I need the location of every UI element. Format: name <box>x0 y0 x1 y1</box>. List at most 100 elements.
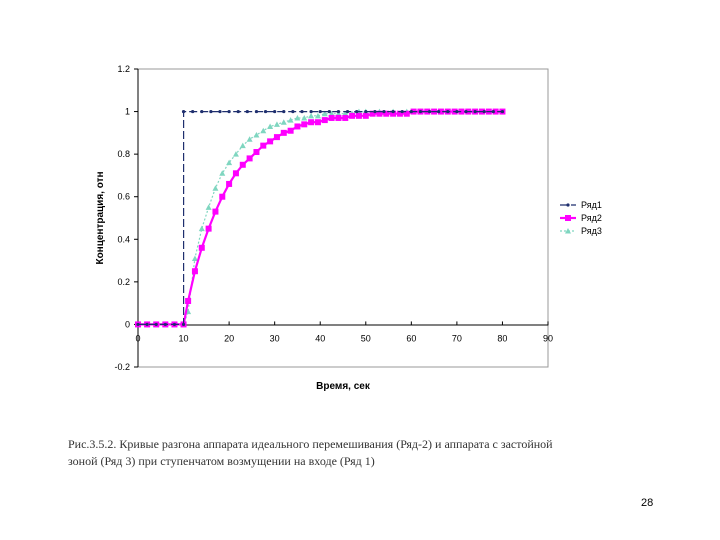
data-point <box>321 110 328 117</box>
figure-caption: Рис.3.5.2. Кривые разгона аппарата идеал… <box>68 436 628 470</box>
data-point <box>212 185 219 191</box>
data-point <box>198 244 205 251</box>
data-point <box>209 109 213 114</box>
data-point <box>491 109 495 114</box>
data-point <box>273 121 280 127</box>
data-point <box>345 109 350 114</box>
data-point <box>473 109 477 114</box>
data-point <box>239 142 246 149</box>
data-point <box>181 109 186 114</box>
data-point <box>136 322 140 327</box>
data-point <box>390 110 397 117</box>
data-point <box>318 109 322 114</box>
data-point <box>185 298 192 305</box>
y-tick-label: 0 <box>125 319 130 329</box>
data-point <box>191 268 198 275</box>
x-axis-title: Время, сек <box>316 381 371 392</box>
series-layer <box>135 108 506 328</box>
data-point <box>458 108 465 115</box>
data-point <box>226 159 233 166</box>
legend: Ряд1 Ряд2 Ряд3 <box>560 200 602 236</box>
x-tick-label: 0 <box>135 333 140 343</box>
data-point <box>400 109 404 114</box>
x-tick-label: 10 <box>179 333 189 343</box>
data-point <box>273 134 280 141</box>
data-point <box>219 193 226 200</box>
data-point <box>427 109 432 114</box>
data-point <box>198 225 205 232</box>
data-point <box>328 110 335 117</box>
data-point <box>565 228 571 234</box>
data-point <box>236 109 240 114</box>
data-point <box>260 127 267 134</box>
y-axis-title: Концентрация, отн <box>95 171 106 264</box>
data-point <box>369 110 376 117</box>
legend-item: Ряд1 <box>560 200 602 210</box>
data-point <box>335 110 342 117</box>
x-tick-label: 50 <box>361 333 371 343</box>
y-tick-label: 0.6 <box>117 192 130 202</box>
x-tick-marks: 0 10 20 30 40 50 60 70 80 90 <box>135 321 553 343</box>
data-point <box>455 109 459 114</box>
data-point <box>362 112 369 119</box>
data-point <box>373 109 377 114</box>
data-point <box>314 112 321 119</box>
data-point <box>232 170 239 177</box>
data-point <box>232 151 239 157</box>
x-tick-label: 80 <box>497 333 507 343</box>
series-1 <box>136 109 505 327</box>
data-point <box>254 109 259 114</box>
data-point <box>565 215 571 221</box>
data-point <box>437 109 441 114</box>
data-point <box>282 109 286 114</box>
data-point <box>342 110 349 117</box>
data-point <box>253 131 260 138</box>
data-point <box>336 109 341 114</box>
x-tick-label: 30 <box>270 333 280 343</box>
data-point <box>355 109 359 114</box>
series-line <box>138 110 503 325</box>
data-point <box>172 322 177 327</box>
x-tick-label: 60 <box>406 333 416 343</box>
data-point <box>294 114 301 121</box>
data-point <box>349 112 356 119</box>
data-point <box>301 121 308 128</box>
data-point <box>409 109 413 114</box>
data-point <box>226 180 233 187</box>
legend-label: Ряд1 <box>581 200 602 210</box>
legend-label: Ряд3 <box>581 226 602 236</box>
data-point <box>287 127 294 134</box>
data-point <box>287 117 294 123</box>
y-tick-label: 0.2 <box>117 277 130 287</box>
data-point <box>391 109 395 114</box>
data-point <box>253 149 260 156</box>
y-tick-label: 0.4 <box>117 234 130 244</box>
data-point <box>246 155 253 162</box>
data-point <box>309 109 313 114</box>
data-point <box>145 322 149 327</box>
series-line <box>138 110 503 326</box>
caption-line-1: Рис.3.5.2. Кривые разгона аппарата идеал… <box>68 437 553 451</box>
data-point <box>291 109 295 114</box>
data-point <box>437 108 444 115</box>
data-point <box>327 109 331 114</box>
data-point <box>301 114 308 121</box>
data-point <box>267 123 274 129</box>
y-tick-label: 1 <box>125 107 130 117</box>
data-point <box>212 208 219 215</box>
data-point <box>205 225 212 232</box>
series-line <box>138 110 503 325</box>
data-point <box>245 109 249 114</box>
data-point <box>328 114 335 121</box>
series-2 <box>135 108 506 328</box>
y-tick-label: 1.2 <box>117 64 130 74</box>
data-point <box>280 119 287 125</box>
data-point <box>355 112 362 119</box>
data-point <box>383 110 390 117</box>
legend-item: Ряд3 <box>560 226 602 236</box>
data-point <box>482 109 486 114</box>
data-point <box>321 117 328 124</box>
data-point <box>308 119 315 126</box>
data-point <box>205 204 212 210</box>
